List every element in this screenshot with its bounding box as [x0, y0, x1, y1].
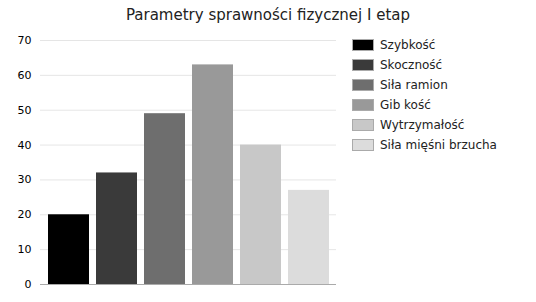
svg-text:30: 30: [18, 173, 32, 186]
html-text:Skoczność: Skoczność: [380, 58, 443, 72]
svg-text:70: 70: [18, 34, 32, 47]
html-text:Wytrzymałość: Wytrzymałość: [380, 118, 465, 132]
html-text:Gib kość: Gib kość: [380, 98, 431, 112]
svg-text:50: 50: [18, 104, 32, 117]
html-text:Siła mięśni brzucha: Siła mięśni brzucha: [380, 138, 497, 152]
svg-text:60: 60: [18, 69, 32, 82]
html-text:Szybkość: Szybkość: [380, 38, 436, 52]
svg-text:40: 40: [18, 139, 32, 152]
html-text:Parametry sprawności fizycznej: Parametry sprawności fizycznej I etap: [125, 6, 410, 24]
svg-text:20: 20: [18, 208, 32, 221]
svg-text:10: 10: [18, 243, 32, 256]
svg-text:0: 0: [25, 278, 32, 291]
html-text:Siła ramion: Siła ramion: [380, 78, 448, 92]
